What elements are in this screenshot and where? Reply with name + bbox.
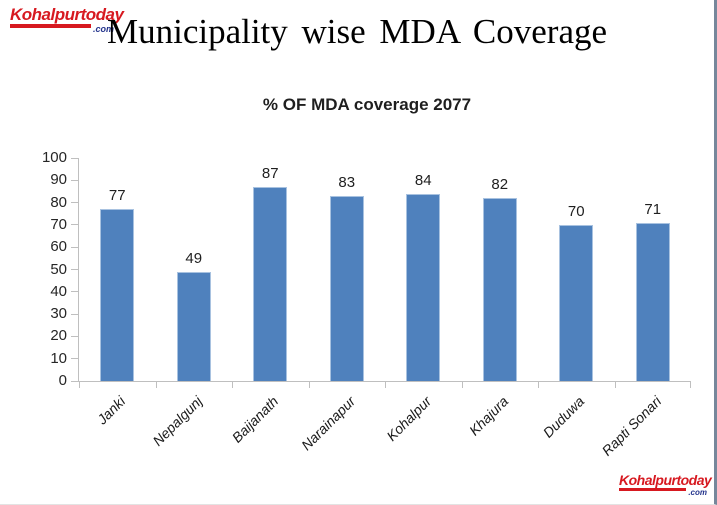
x-category-label: Kohalpur	[383, 393, 435, 444]
y-axis-tick	[71, 202, 79, 204]
y-axis-tick-label: 60	[50, 238, 67, 256]
y-axis-tick	[71, 269, 79, 270]
x-axis-tick	[232, 381, 233, 388]
x-axis-tick	[614, 381, 616, 388]
bar-value-label: 82	[491, 176, 509, 194]
y-axis-tick-label: 90	[50, 171, 67, 189]
bar-value-label: 83	[338, 173, 356, 191]
y-axis-tick	[71, 157, 79, 159]
x-axis-tick	[79, 381, 80, 388]
x-axis-tick	[538, 381, 539, 388]
y-axis-tick	[71, 246, 79, 248]
kohalpurtoday-logo-top-left: Kohalpurtoday .com	[10, 5, 124, 34]
y-axis-tick	[71, 291, 79, 293]
x-category-label: Baijanath	[228, 393, 282, 446]
bar-value-label: 71	[644, 200, 662, 218]
x-axis-tick	[308, 381, 310, 388]
bar-kohalpur	[406, 193, 441, 381]
bar-value-label: 70	[567, 202, 585, 220]
y-axis-tick	[71, 380, 79, 382]
logo-underline-row: .com	[10, 24, 114, 34]
x-axis-tick	[385, 381, 386, 388]
x-category-label: Duduwa	[539, 393, 588, 441]
page-title: Municipality wise MDA Coverage	[106, 12, 608, 51]
bar-value-label: 49	[185, 249, 203, 267]
bar-janki	[100, 209, 135, 381]
logo-name-text: Kohalpurtoday	[619, 472, 712, 488]
bar-nepalgunj	[176, 271, 211, 381]
x-axis-tick	[155, 381, 157, 388]
x-category-label: Rapti Sonari	[598, 393, 665, 459]
y-axis-tick	[71, 179, 79, 181]
y-axis-tick-label: 80	[50, 193, 67, 211]
bar-value-label: 77	[108, 187, 126, 205]
bar-khajura	[482, 198, 517, 381]
plot-area: 0 10 20 30 40 50 60 70 80 90 100 77 Janki 49 Nepalgunj…	[42, 150, 691, 459]
y-axis-tick	[71, 335, 79, 337]
bar-duduwa	[559, 224, 594, 381]
logo-tagline-bar	[619, 488, 687, 491]
y-axis-tick-label: 70	[50, 215, 67, 233]
logo-underline-row: .com	[619, 488, 707, 497]
logo-tagline-bar	[10, 24, 91, 28]
bar-value-label: 87	[261, 165, 279, 182]
y-axis-tick	[71, 358, 79, 360]
logo-domain-text: .com	[688, 488, 707, 497]
y-axis-tick-label: 40	[50, 282, 67, 300]
bar-value-label: 84	[414, 171, 432, 189]
x-category-label: Narainapur	[297, 393, 359, 454]
logo-name-text: Kohalpurtoday	[10, 5, 124, 24]
y-axis-tick	[71, 224, 79, 226]
bar-narainapur	[329, 195, 364, 381]
y-axis-tick-label: 0	[58, 372, 67, 389]
y-axis-tick-label: 30	[50, 305, 67, 323]
y-axis-tick-label: 10	[50, 349, 67, 367]
x-axis-tick	[461, 381, 463, 388]
chart-title: % OF MDA coverage 2077	[262, 95, 472, 114]
bar-rapti-sonari	[635, 222, 670, 381]
x-axis-tick	[690, 381, 691, 388]
x-category-label: Nepalgunj	[149, 393, 206, 449]
y-axis-tick-label: 20	[50, 327, 67, 345]
bar-baijanath	[253, 187, 288, 381]
x-category-label: Janki	[94, 393, 129, 428]
y-axis-tick	[71, 313, 79, 315]
y-axis-tick-label: 100	[41, 149, 67, 166]
y-axis-tick-label: 50	[50, 260, 67, 278]
kohalpurtoday-logo-bottom-right: Kohalpurtoday .com	[619, 472, 712, 497]
logo-domain-text: .com	[92, 24, 114, 34]
x-category-label: Khajura	[465, 393, 512, 439]
